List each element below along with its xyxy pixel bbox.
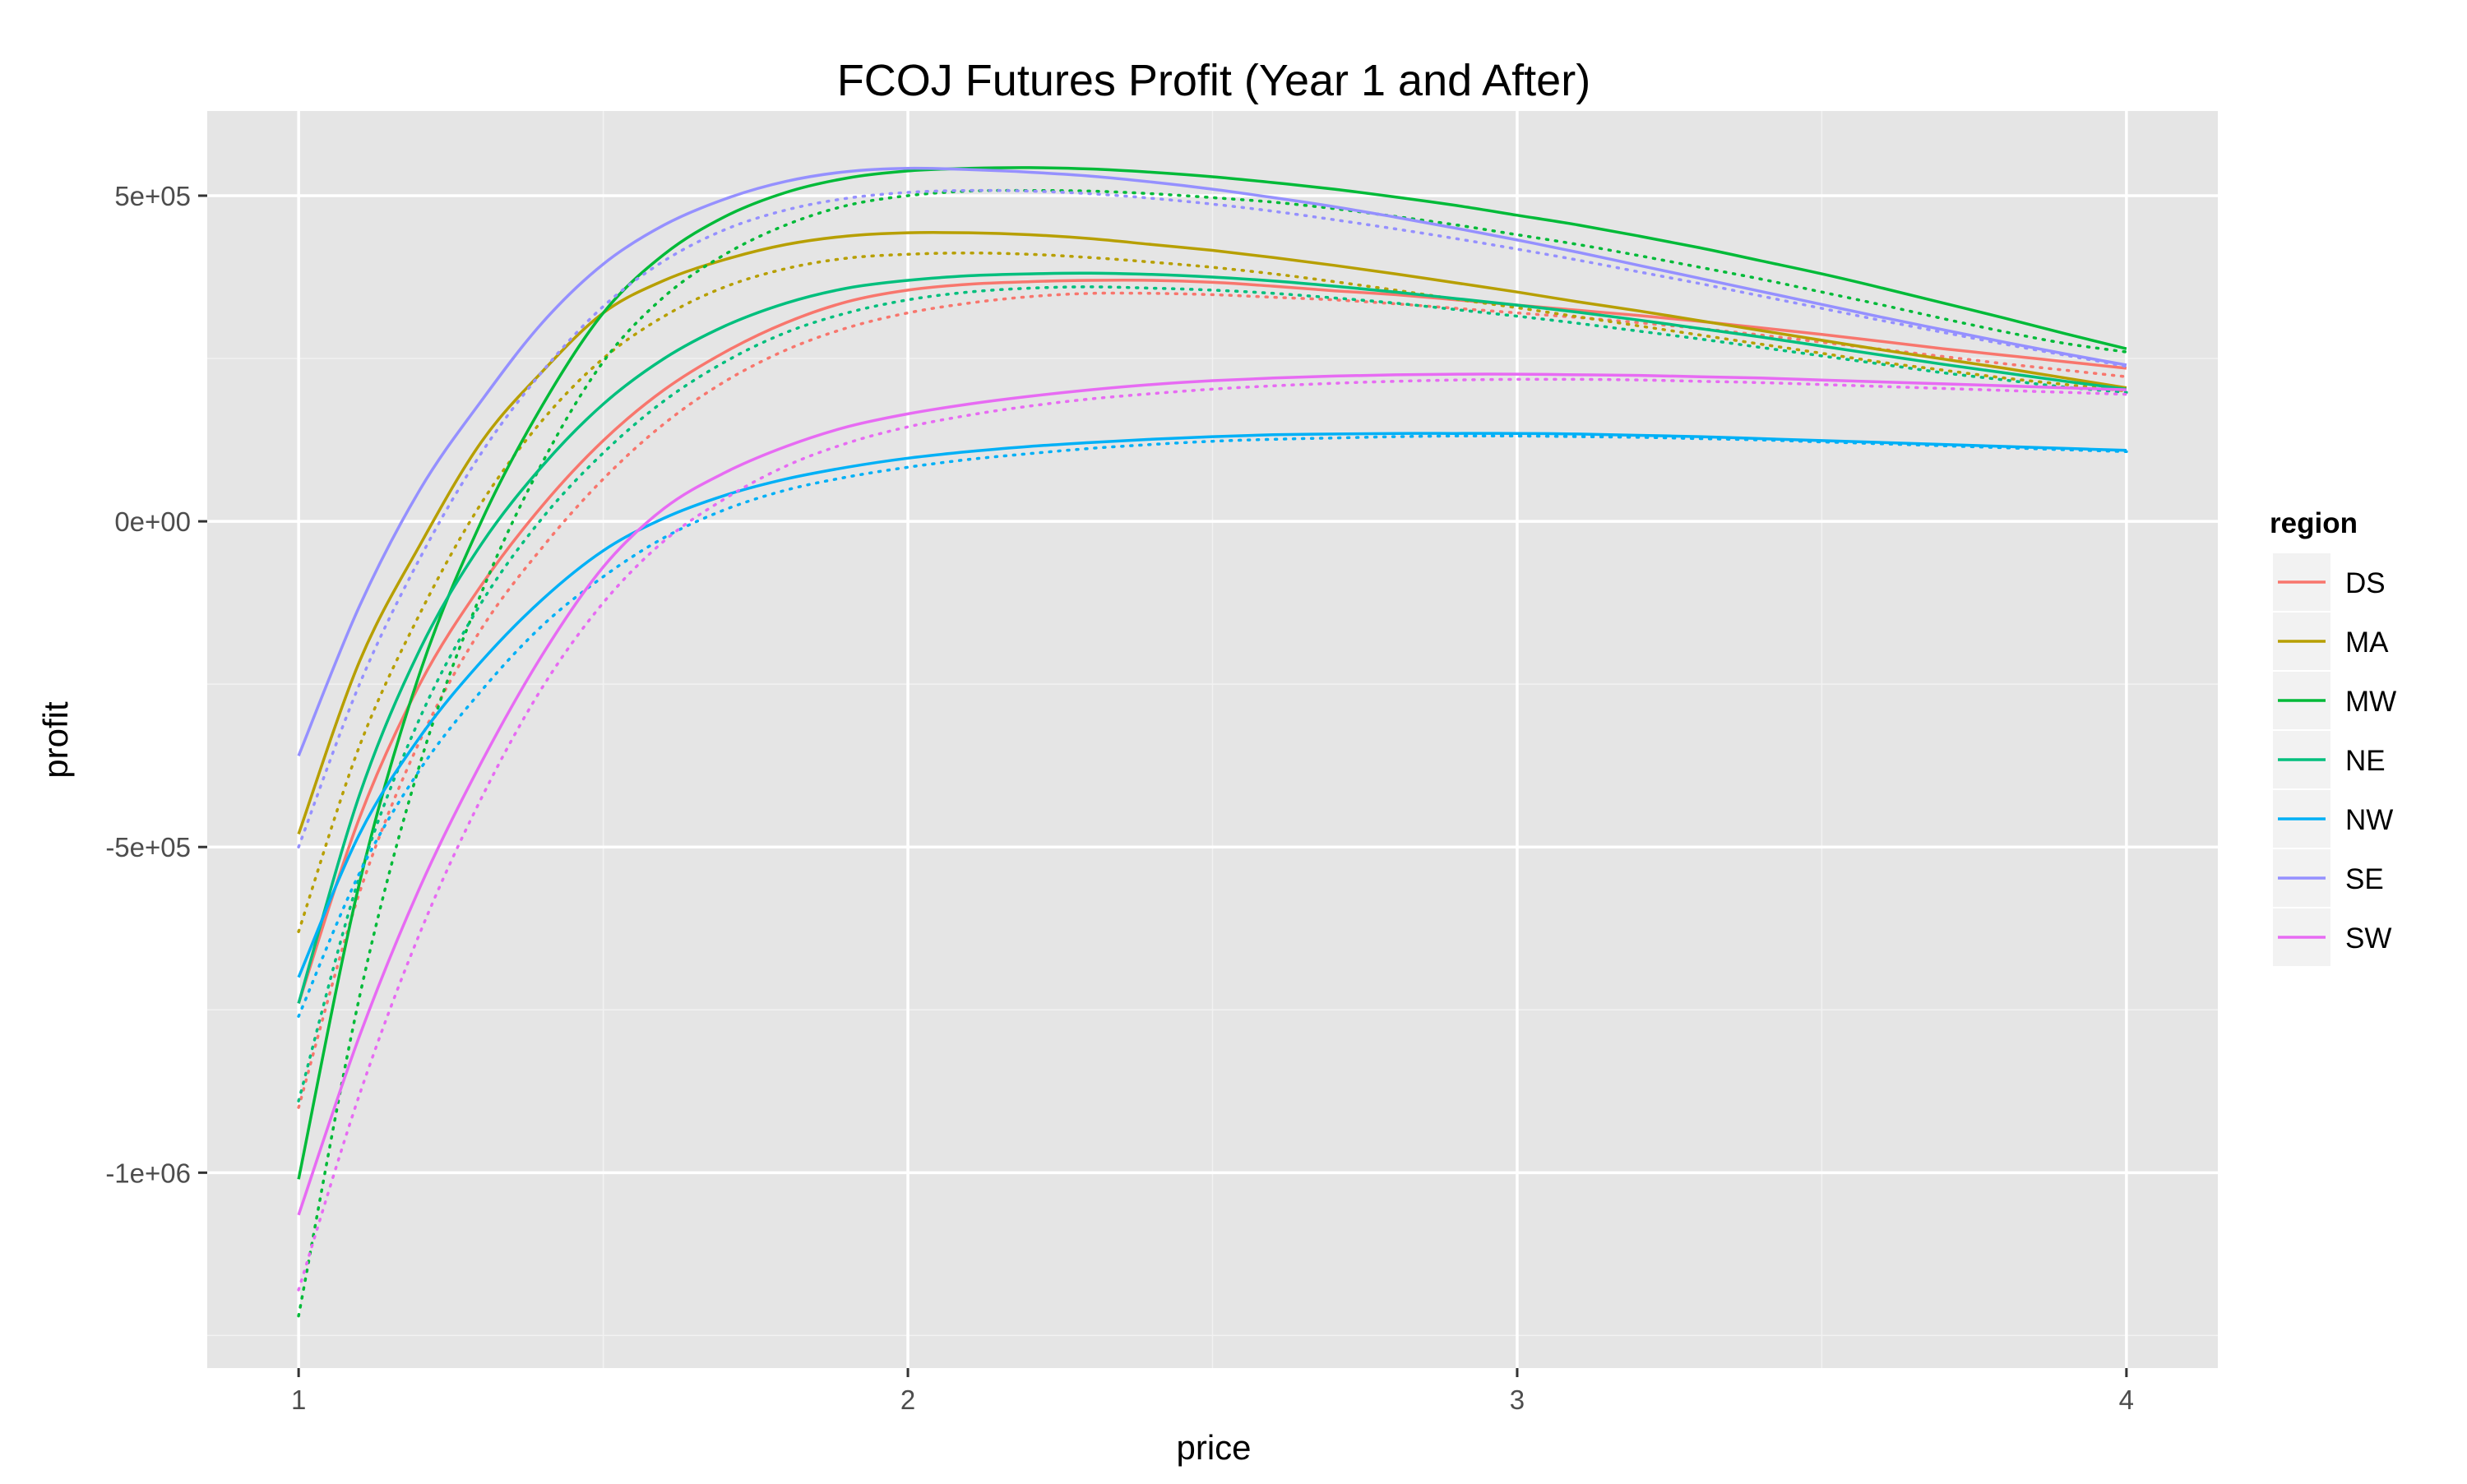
series-line-nw-solid <box>297 432 2127 978</box>
x-tick-label: 2 <box>900 1385 915 1415</box>
legend-label-ne: NE <box>2345 745 2386 777</box>
series-line-nw-dotted <box>297 434 2128 1018</box>
series-layer <box>297 166 2128 1318</box>
legend-label-ds: DS <box>2345 567 2386 599</box>
series-line-mw-solid <box>297 166 2127 1180</box>
y-tick-label: 0e+00 <box>114 506 191 537</box>
x-tick-label: 1 <box>291 1385 306 1415</box>
axis-ticks: 5e+05 0e+00 -5e+05 -1e+06 1 2 3 4 <box>105 181 2134 1415</box>
y-axis-title: profit <box>36 701 75 779</box>
series-line-ma-dotted <box>297 251 2128 933</box>
legend-label-se: SE <box>2345 863 2384 895</box>
legend-label-mw: MW <box>2345 686 2396 718</box>
series-line-ne-dotted <box>297 285 2128 1103</box>
grid-minor <box>207 111 2218 1368</box>
x-tick-label: 3 <box>1510 1385 1525 1415</box>
y-tick-label: 5e+05 <box>114 181 191 211</box>
series-line-ds-solid <box>297 278 2127 1004</box>
legend-title: region <box>2270 507 2358 539</box>
legend: region DS MA MW NE NW SE SW <box>2270 507 2396 968</box>
series-line-ma-solid <box>297 231 2127 834</box>
x-tick-label: 4 <box>2119 1385 2134 1415</box>
series-line-se-dotted <box>297 188 2128 848</box>
legend-label-nw: NW <box>2345 804 2393 836</box>
y-tick-label: -1e+06 <box>105 1158 191 1188</box>
x-axis-title: price <box>1176 1428 1251 1467</box>
series-line-ds-dotted <box>297 291 2128 1109</box>
grid-major <box>207 111 2218 1368</box>
legend-label-sw: SW <box>2345 922 2391 955</box>
chart-title: FCOJ Futures Profit (Year 1 and After) <box>837 56 1590 105</box>
legend-label-ma: MA <box>2345 626 2389 659</box>
series-line-mw-dotted <box>297 188 2128 1318</box>
series-line-se-solid <box>297 166 2127 756</box>
series-line-sw-solid <box>297 372 2127 1216</box>
y-tick-label: -5e+05 <box>105 832 191 862</box>
series-line-ne-solid <box>297 271 2127 1004</box>
